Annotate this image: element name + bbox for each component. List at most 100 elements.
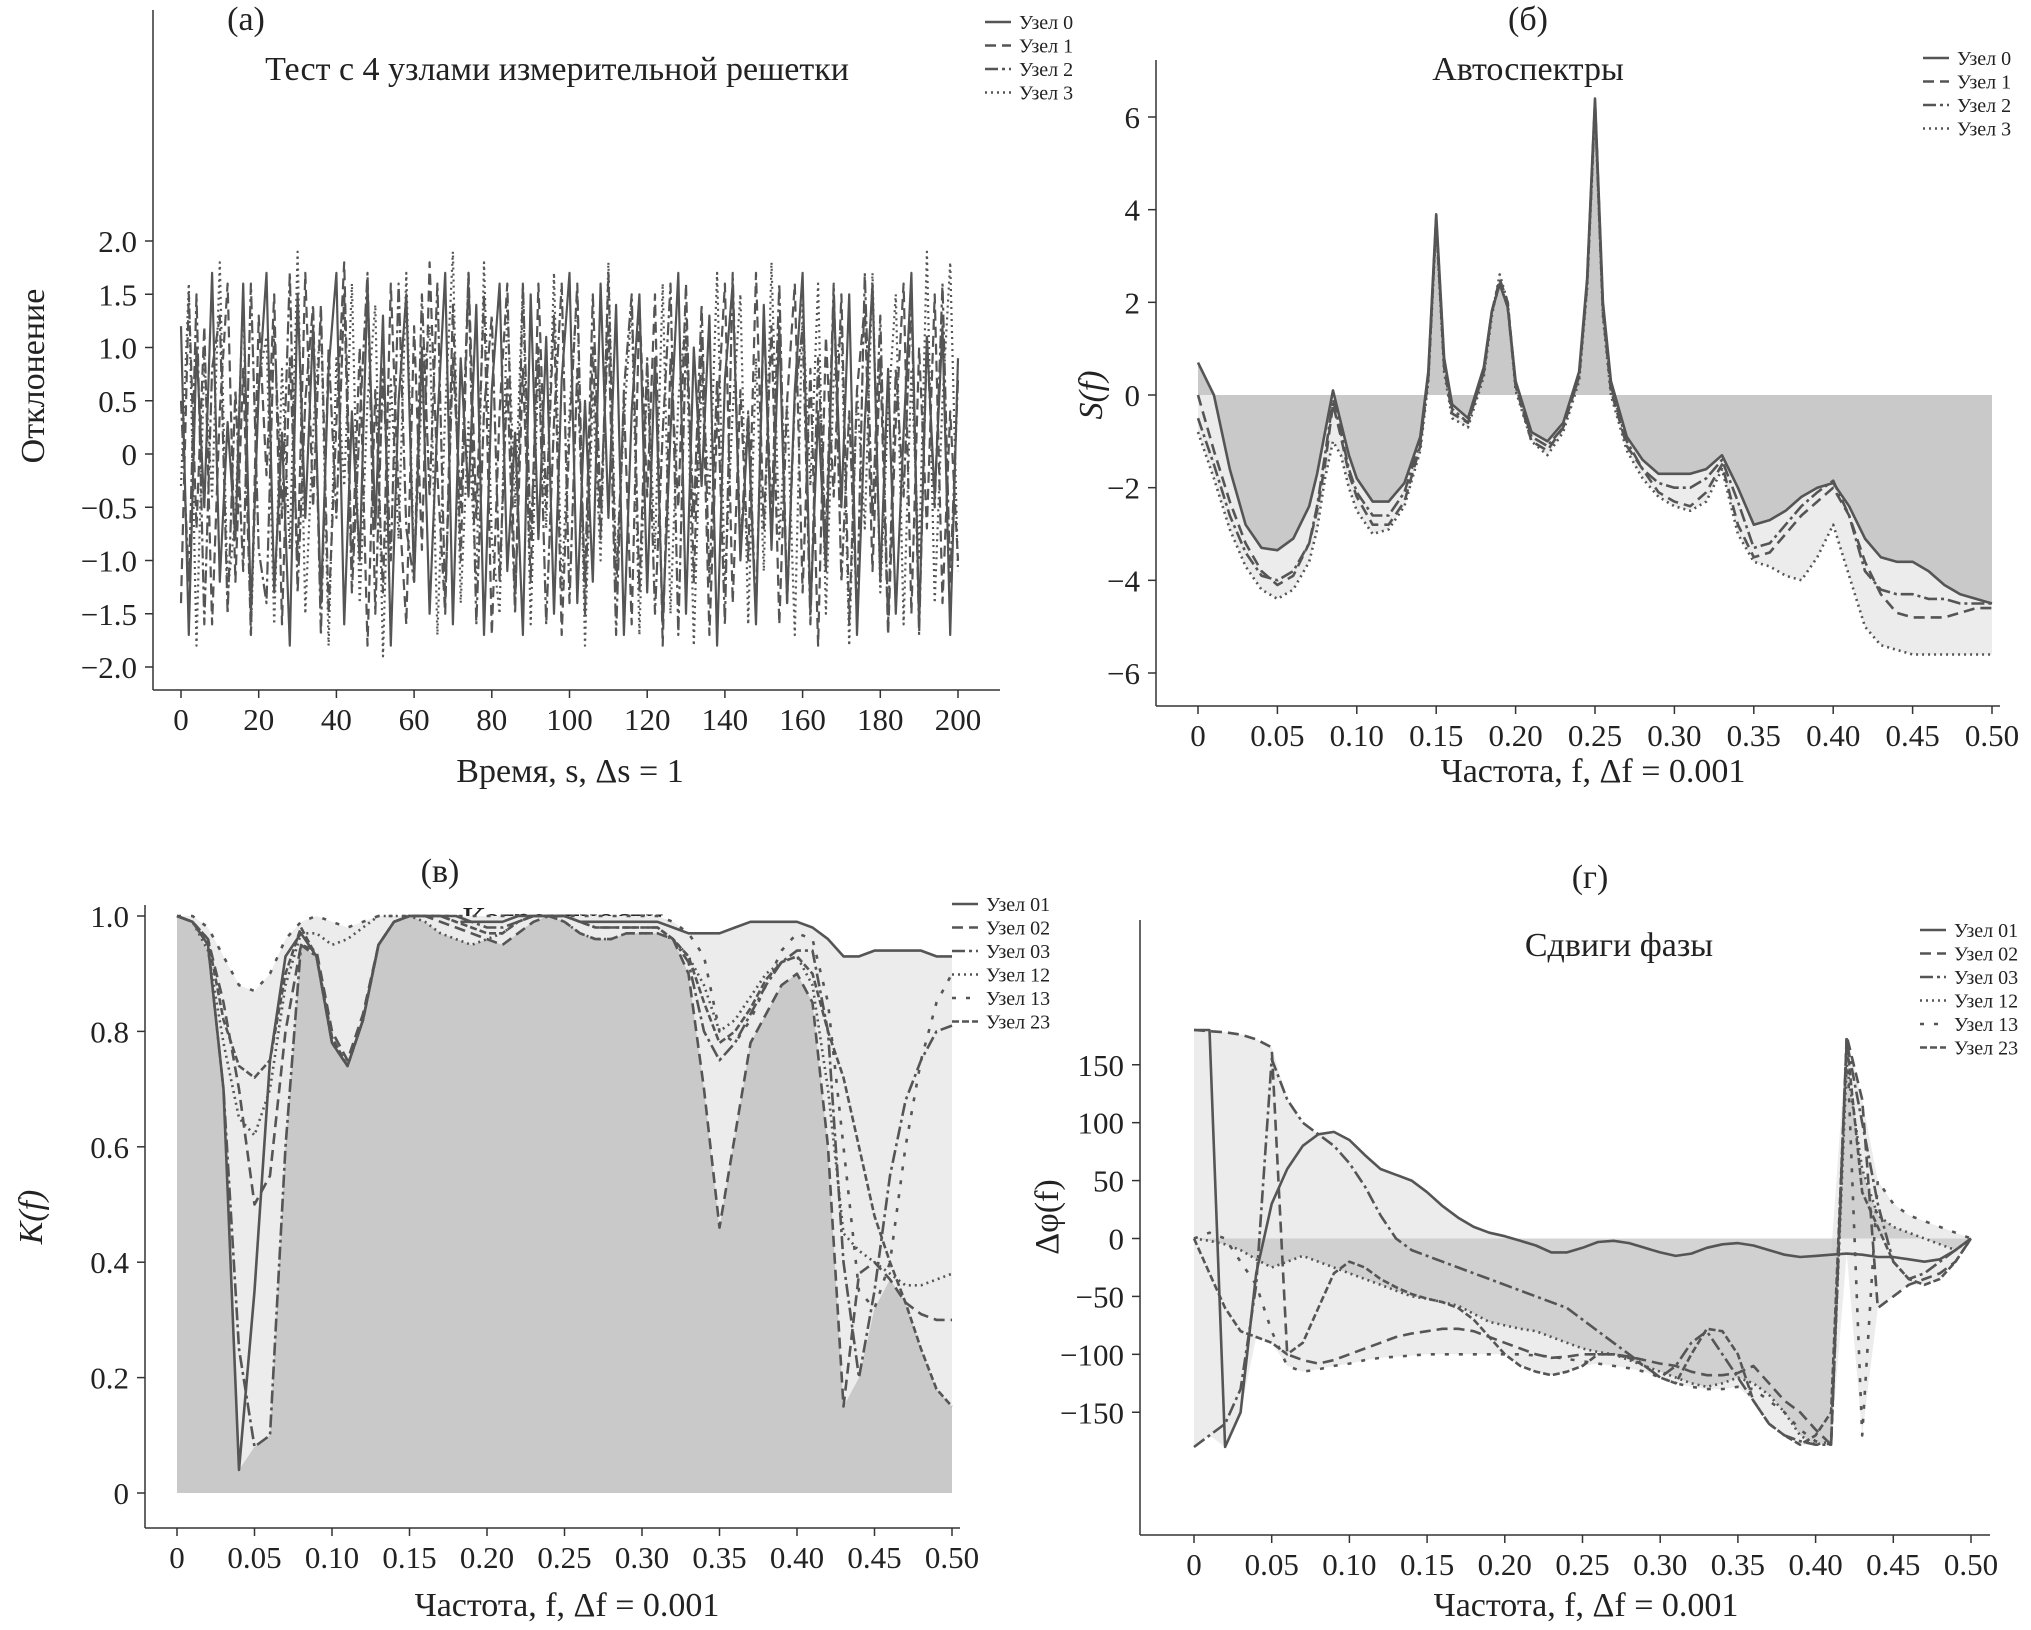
x-tick-label: 80 <box>476 702 507 737</box>
x-tick-label: 40 <box>321 702 352 737</box>
plot-area <box>179 250 960 658</box>
x-tick-label: 0.45 <box>1885 718 1939 753</box>
x-tick-label: 0.05 <box>1250 718 1304 753</box>
fill-to-baseline <box>1198 98 1992 604</box>
x-tick-label: 20 <box>243 702 274 737</box>
y-tick-label: 1.0 <box>98 331 137 366</box>
fill-to-baseline <box>1194 1064 1971 1445</box>
legend-label: Узел 2 <box>1957 95 2011 117</box>
legend-label: Узел 1 <box>1019 36 1073 58</box>
x-tick-label: 0 <box>173 702 189 737</box>
x-tick-label: 140 <box>702 702 749 737</box>
legend-label: Узел 12 <box>986 965 1050 987</box>
series-line-Узел-02 <box>176 914 952 1408</box>
series-line-Узел-02 <box>1193 1028 1973 1446</box>
legend-label: Узел 0 <box>1957 48 2011 70</box>
y-tick-label: 150 <box>1078 1048 1125 1083</box>
y-tick-label: 6 <box>1125 100 1141 135</box>
y-tick-label: 0.2 <box>90 1361 129 1396</box>
y-tick-label: 0.5 <box>98 384 137 419</box>
panel-a: (а) Тест с 4 узлами измерительной решетк… <box>15 1 1073 790</box>
panel-c-xlabel: Частота, f, Δf = 0.001 <box>415 1587 720 1624</box>
axes: 0 0.05 0.10 0.15 0.20 0.25 0.30 0.35 0.40 0.45 0.5… <box>1107 60 2019 753</box>
x-tick-label: 0.15 <box>1400 1547 1454 1582</box>
legend-label: Узел 03 <box>1954 967 2018 989</box>
panel-b: (б) Автоспектры Частота, f, Δf = 0.001 S… <box>1073 1 2019 790</box>
x-tick-label: 0.35 <box>1727 718 1781 753</box>
panel-a-ylabel: Отклонение <box>15 289 52 464</box>
series-line-Узел-13 <box>1193 1034 1972 1446</box>
x-tick-label: 0.40 <box>1806 718 1860 753</box>
y-tick-label: −4 <box>1107 563 1140 598</box>
legend-label: Узел 01 <box>986 894 1050 916</box>
y-tick-label: 0 <box>1125 378 1141 413</box>
plot-area <box>176 914 954 1493</box>
series-line-Узел-1 <box>179 261 960 647</box>
series-line-Узел-2 <box>179 271 960 637</box>
x-tick-label: 0.35 <box>692 1540 746 1575</box>
panel-a-title: Тест с 4 узлами измерительной решетки <box>265 51 849 88</box>
y-tick-label: 0.6 <box>90 1130 129 1165</box>
panel-d-title: Сдвиги фазы <box>1525 927 1713 964</box>
x-tick-label: 0.45 <box>847 1540 901 1575</box>
x-tick-label: 0.30 <box>615 1540 669 1575</box>
legend-label: Узел 01 <box>1954 920 2018 942</box>
y-tick-label: −6 <box>1107 656 1140 691</box>
x-tick-label: 0.30 <box>1633 1547 1687 1582</box>
y-tick-label: −1.0 <box>81 544 137 579</box>
x-tick-label: 0.40 <box>770 1540 824 1575</box>
panel-c: (в) Когрентности Частота, f, Δf = 0.001 … <box>13 853 1050 1624</box>
legend-label: Узел 02 <box>1954 944 2018 966</box>
x-tick-label: 0.50 <box>925 1540 979 1575</box>
x-tick-label: 100 <box>546 702 593 737</box>
x-tick-label: 0.15 <box>382 1540 436 1575</box>
series-line-Узел-03 <box>1193 1040 1972 1449</box>
y-tick-label: 0.4 <box>90 1245 129 1280</box>
legend-label: Узел 0 <box>1019 12 1073 34</box>
legend-label: Узел 1 <box>1957 72 2011 94</box>
x-tick-label: 120 <box>624 702 671 737</box>
x-tick-label: 0 <box>1186 1547 1202 1582</box>
y-tick-label: −2.0 <box>81 650 137 685</box>
x-tick-label: 0.20 <box>460 1540 514 1575</box>
legend-label: Узел 3 <box>1957 119 2011 141</box>
x-tick-label: 0.30 <box>1647 718 1701 753</box>
x-tick-label: 160 <box>779 702 826 737</box>
x-tick-label: 0.15 <box>1409 718 1463 753</box>
x-tick-label: 200 <box>935 702 982 737</box>
panel-b-xlabel: Частота, f, Δf = 0.001 <box>1441 753 1746 790</box>
y-tick-label: −50 <box>1076 1279 1124 1314</box>
x-tick-label: 0.25 <box>1555 1547 1609 1582</box>
legend-label: Узел 13 <box>1954 1014 2018 1036</box>
panel-b-ylabel: S(f) <box>1073 370 1110 419</box>
series-line-Узел-23 <box>1192 1040 1973 1446</box>
y-tick-label: 2 <box>1125 285 1141 320</box>
axes: 0 20 40 60 80 100 120 140 160 180 200 −2.0 −1.5 −1.0 −… <box>81 10 1000 737</box>
fill-between-series <box>1198 98 1992 655</box>
y-tick-label: −1.5 <box>81 597 137 632</box>
legend-label: Узел 2 <box>1019 59 1073 81</box>
legend-label: Узел 03 <box>986 941 1050 963</box>
x-tick-label: 0.25 <box>1568 718 1622 753</box>
legend-label: Узел 13 <box>986 988 1050 1010</box>
x-tick-label: 0.35 <box>1711 1547 1765 1582</box>
x-tick-label: 0.10 <box>305 1540 359 1575</box>
panel-d-ylabel: Δφ(f) <box>1029 1179 1066 1254</box>
legend-label: Узел 23 <box>1954 1038 2018 1060</box>
x-tick-label: 180 <box>857 702 904 737</box>
axes: 0 0.05 0.10 0.15 0.20 0.25 0.30 0.35 0.40 0.45 0.5… <box>90 899 979 1575</box>
y-tick-label: 50 <box>1093 1164 1124 1199</box>
y-tick-label: 0.8 <box>90 1014 129 1049</box>
x-tick-label: 60 <box>399 702 430 737</box>
panel-d: (г) Сдвиги фазы Частота, f, Δf = 0.001 Δ… <box>1029 859 2018 1624</box>
panel-b-letter: (б) <box>1508 1 1548 38</box>
plot-area <box>1192 1028 1973 1449</box>
x-tick-label: 0.05 <box>227 1540 281 1575</box>
panel-d-xlabel: Частота, f, Δf = 0.001 <box>1434 1587 1739 1624</box>
x-tick-label: 0.10 <box>1322 1547 1376 1582</box>
